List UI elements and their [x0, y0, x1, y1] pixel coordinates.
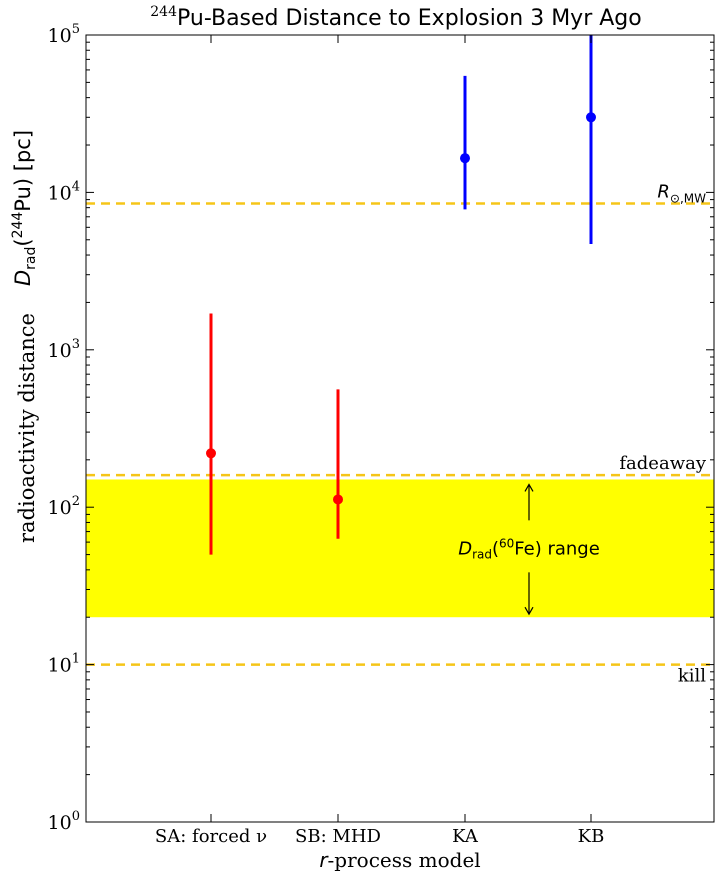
- y-label-iso: Pu) [pc]: [11, 130, 35, 212]
- ytick-exp: 2: [72, 494, 80, 509]
- y-axis-label-line2: Drad(244Pu) [pc]: [10, 130, 39, 286]
- data-point-1: [333, 494, 343, 505]
- reference-lines: R⊙,MW fadeaway kill: [86, 182, 714, 687]
- ytick-base: 10: [48, 497, 72, 519]
- ytick-base: 10: [48, 25, 72, 47]
- y-label-sup: 244: [10, 212, 26, 239]
- x-label-italic: r: [319, 848, 329, 872]
- ytick-exp: 4: [72, 179, 80, 194]
- band-arrow-down-head: [524, 606, 534, 616]
- y-axis-label: radioactivity distance: [15, 313, 39, 543]
- band-arrow-up-head: [524, 483, 534, 492]
- hline-label-1: fadeaway: [619, 453, 706, 474]
- xtick-label-2: KA: [452, 826, 479, 847]
- ytick-base: 10: [48, 812, 72, 834]
- ytick-label-0: 100: [48, 809, 80, 834]
- ytick-base: 10: [48, 340, 72, 362]
- y-label-line1: radioactivity distance: [15, 313, 39, 543]
- band-label: Drad(60Fe) range: [458, 536, 600, 561]
- x-axis-label: r-process model: [319, 848, 480, 872]
- svg-text:Drad(244Pu) [pc]: Drad(244Pu) [pc]: [10, 130, 39, 286]
- ytick-exp: 5: [72, 22, 80, 37]
- title-rest: Pu-Based Distance to Explosion 3 Myr Ago: [177, 6, 642, 31]
- ytick-label-1: 101: [48, 652, 80, 677]
- ytick-exp: 0: [72, 809, 80, 824]
- ytick-label-4: 104: [48, 179, 80, 204]
- ytick-base: 10: [48, 655, 72, 677]
- y-label-d: D: [11, 270, 35, 286]
- band-annotation: Drad(60Fe) range: [458, 483, 600, 616]
- data-points: [206, 35, 596, 555]
- hline-label-2: kill: [678, 666, 706, 687]
- ytick-exp: 1: [72, 652, 80, 667]
- ytick-exp: 3: [72, 337, 80, 352]
- title-sup: 244: [150, 4, 177, 20]
- hline-label-main: R: [657, 182, 670, 203]
- y-label-open: (: [11, 238, 35, 246]
- data-point-0: [206, 448, 216, 459]
- x-label-rest: -process model: [328, 848, 481, 872]
- chart-title: 244Pu-Based Distance to Explosion 3 Myr …: [150, 4, 641, 31]
- x-axis-ticks: SA: forced ν SB: MHD KA KB: [155, 35, 604, 847]
- band-label-sup: 60: [499, 536, 514, 550]
- plot-frame: [85, 34, 715, 823]
- y-label-sub: rad: [23, 247, 39, 270]
- ytick-label-2: 102: [48, 494, 80, 519]
- hline-label-sub: ⊙,MW: [670, 192, 706, 206]
- ytick-base: 10: [48, 182, 72, 204]
- band-label-sub: rad: [472, 547, 492, 561]
- ytick-label-5: 105: [48, 22, 80, 47]
- xtick-label-3: KB: [578, 826, 605, 847]
- xtick-label-1: SB: MHD: [295, 826, 381, 847]
- band-label-rest: Fe) range: [514, 538, 600, 559]
- ytick-label-3: 103: [48, 337, 80, 362]
- data-point-3: [586, 112, 596, 123]
- band-label-d: D: [458, 538, 472, 559]
- band-label-open: (: [492, 538, 499, 559]
- fe60-range-band: [86, 479, 714, 618]
- xtick-label-0: SA: forced ν: [155, 826, 267, 847]
- data-point-2: [460, 153, 470, 164]
- hline-label-0: R⊙,MW: [657, 182, 706, 206]
